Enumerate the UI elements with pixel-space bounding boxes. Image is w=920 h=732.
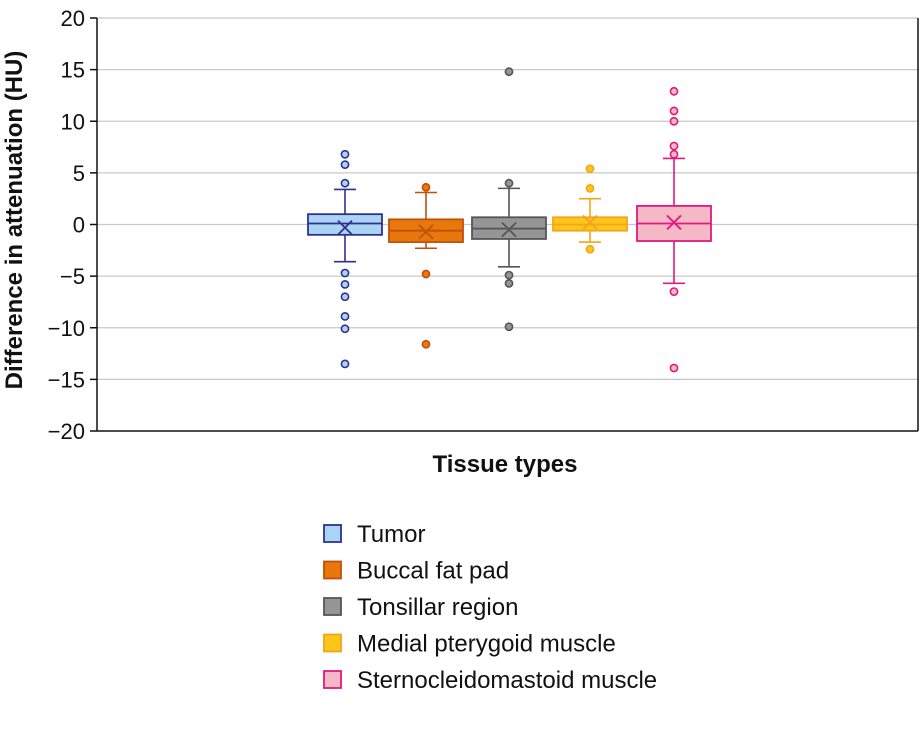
y-axis-title: Difference in attenuation (HU) bbox=[1, 51, 28, 390]
x-axis-title: Tissue types bbox=[433, 451, 578, 478]
box-plot-series bbox=[307, 67, 712, 373]
outlier-point bbox=[585, 183, 595, 193]
outlier-point bbox=[340, 311, 350, 321]
outlier-point bbox=[669, 149, 679, 159]
outlier-point bbox=[504, 270, 514, 280]
plot-frame bbox=[96, 18, 919, 432]
legend-label: Sternocleidomastoid muscle bbox=[357, 667, 657, 694]
outlier-point bbox=[340, 292, 350, 302]
mean-marker-stroke bbox=[418, 224, 434, 240]
outlier-point bbox=[585, 164, 595, 174]
outlier-point bbox=[421, 269, 431, 279]
box-buccal-fat-pad bbox=[388, 182, 464, 349]
outlier-point bbox=[340, 149, 350, 159]
legend-swatch bbox=[323, 597, 342, 616]
y-tick-label: 5 bbox=[73, 161, 85, 186]
outlier-point bbox=[421, 339, 431, 349]
y-tick-label: −5 bbox=[60, 264, 85, 289]
outlier-point bbox=[340, 268, 350, 278]
outlier-point bbox=[504, 178, 514, 188]
legend-swatch bbox=[323, 633, 342, 653]
outlier-point bbox=[340, 359, 350, 369]
outlier-point bbox=[669, 86, 679, 96]
outlier-point bbox=[421, 182, 431, 192]
outlier-point bbox=[504, 322, 514, 332]
legend-swatch bbox=[323, 670, 342, 689]
mean-marker bbox=[501, 222, 517, 238]
outlier-point bbox=[585, 244, 595, 254]
mean-marker bbox=[666, 214, 682, 231]
outlier-point bbox=[669, 106, 679, 116]
mean-marker-stroke bbox=[501, 222, 517, 238]
y-tick-label: 0 bbox=[73, 213, 85, 238]
mean-marker bbox=[582, 214, 598, 231]
box-tumor bbox=[307, 149, 383, 369]
box-iqr bbox=[307, 213, 383, 236]
legend-label: Tonsillar region bbox=[357, 594, 518, 621]
mean-marker-stroke bbox=[666, 214, 682, 231]
y-tick-label: −15 bbox=[48, 367, 85, 392]
mean-marker-stroke bbox=[337, 219, 353, 236]
legend-swatch bbox=[323, 560, 342, 580]
outlier-point bbox=[340, 178, 350, 188]
legend-label: Buccal fat pad bbox=[357, 558, 509, 585]
box-medial-pterygoid-muscle bbox=[552, 164, 628, 254]
legend-label: Tumor bbox=[357, 521, 425, 548]
legend-item: Tumor bbox=[323, 521, 425, 548]
outlier-point bbox=[340, 279, 350, 289]
box-tonsillar-region bbox=[471, 67, 547, 332]
mean-marker bbox=[337, 219, 353, 236]
legend-item: Sternocleidomastoid muscle bbox=[323, 667, 657, 694]
outlier-point bbox=[340, 324, 350, 334]
outlier-point bbox=[340, 160, 350, 170]
legend-item: Buccal fat pad bbox=[323, 558, 509, 585]
y-tick-label: 20 bbox=[61, 6, 85, 31]
y-tick-label: 10 bbox=[61, 109, 85, 134]
legend-item: Medial pterygoid muscle bbox=[323, 631, 616, 658]
y-tick-label: −10 bbox=[48, 316, 85, 341]
legend-label: Medial pterygoid muscle bbox=[357, 631, 616, 658]
legend: Tumor Buccal fat pad Tonsillar region Media… bbox=[323, 521, 657, 694]
legend-item: Tonsillar region bbox=[323, 594, 518, 621]
outlier-point bbox=[669, 141, 679, 151]
outlier-point bbox=[669, 363, 679, 373]
y-tick-label: 15 bbox=[61, 58, 85, 83]
outlier-point bbox=[504, 67, 514, 77]
outlier-point bbox=[504, 278, 514, 288]
box-sternocleidomastoid-muscle bbox=[636, 86, 712, 373]
mean-marker bbox=[418, 224, 434, 240]
y-tick-label: −20 bbox=[48, 419, 85, 444]
legend-swatch bbox=[323, 524, 342, 543]
mean-marker-stroke bbox=[582, 214, 598, 231]
y-axis-tick-labels: 20 15 10 5 0 −5 −10 −15 −20 bbox=[48, 6, 85, 444]
outlier-point bbox=[669, 116, 679, 126]
outlier-point bbox=[669, 287, 679, 297]
